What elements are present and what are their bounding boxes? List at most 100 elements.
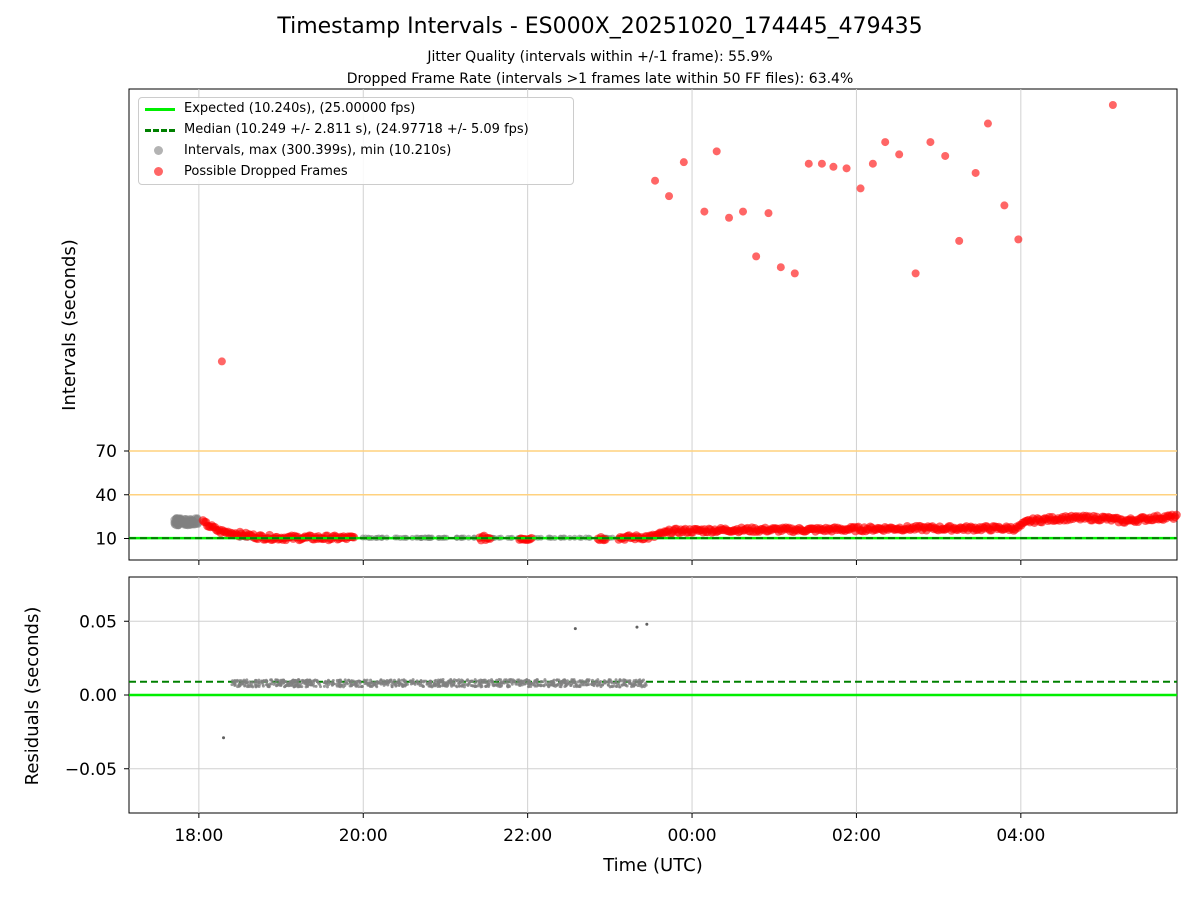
residual-point: [243, 684, 247, 688]
threshold-lines: [129, 450, 1177, 496]
residual-point: [256, 681, 260, 685]
residual-point: [628, 680, 632, 684]
residual-point: [565, 679, 569, 683]
residual-point: [518, 681, 522, 685]
residual-point: [558, 685, 562, 689]
residual-point: [552, 678, 556, 682]
residual-point: [392, 678, 396, 682]
residual-point: [339, 684, 343, 688]
dropped-frame-outlier: [941, 151, 950, 160]
residual-point: [322, 684, 326, 688]
dropped-frame-outlier: [712, 147, 721, 156]
residual-point: [306, 681, 310, 685]
residual-point: [559, 681, 563, 685]
residual-point: [325, 685, 329, 689]
residual-point: [445, 684, 449, 688]
residual-point: [257, 678, 261, 682]
dropped-frame-outlier: [804, 159, 813, 168]
residual-point: [266, 684, 270, 688]
residual-point: [458, 684, 462, 688]
residual-point: [288, 680, 292, 684]
residual-point: [253, 678, 257, 682]
residual-point: [391, 681, 395, 685]
dropped-frame-outlier: [665, 192, 674, 201]
time-x-ticks: 18:00 20:00 22:00 00:00 02:00 04:00: [174, 813, 1045, 846]
dropped-frame-outlier: [926, 138, 935, 147]
residual-point: [422, 684, 426, 688]
residual-point: [639, 682, 643, 686]
residual-reference-lines: [129, 680, 1177, 697]
residual-point: [494, 683, 498, 687]
residual-point: [541, 684, 545, 688]
y-tick-label: 70: [95, 442, 117, 462]
residual-point: [243, 679, 247, 683]
residual-point: [250, 680, 254, 684]
intervals-y-label: Intervals (seconds): [59, 239, 80, 411]
residual-point: [480, 685, 484, 689]
residual-point: [445, 682, 449, 686]
residual-point: [308, 678, 312, 682]
residual-point: [369, 678, 373, 682]
residual-point: [358, 680, 362, 684]
residual-point: [402, 678, 406, 682]
residual-point: [454, 684, 458, 688]
dropped-frame-outlier: [868, 159, 877, 168]
y-tick-label: 0.05: [79, 612, 117, 632]
residual-point: [489, 679, 493, 683]
dropped-frame-outlier: [700, 207, 709, 216]
residual-point: [297, 685, 301, 689]
residual-point: [233, 679, 237, 683]
x-tick-label: 20:00: [339, 826, 388, 846]
residual-point: [372, 682, 376, 686]
residual-point: [347, 678, 351, 682]
residual-point: [541, 680, 545, 684]
dropped-frame-rate-subtitle: Dropped Frame Rate (intervals >1 frames …: [346, 71, 854, 87]
legend-dropped: Possible Dropped Frames: [139, 162, 573, 182]
residual-point: [452, 681, 456, 685]
time-x-label: Time (UTC): [602, 855, 703, 876]
residual-point: [495, 678, 499, 682]
residual-point: [523, 682, 527, 686]
residual-point: [471, 684, 475, 688]
residual-point: [615, 685, 619, 689]
residual-point: [425, 682, 429, 686]
residual-point: [464, 683, 468, 687]
residual-point: [484, 684, 488, 688]
residual-point: [520, 683, 524, 687]
residual-point: [478, 680, 482, 684]
residual-point: [623, 678, 627, 682]
residual-point: [638, 678, 642, 682]
residual-point: [324, 679, 328, 683]
residual-point: [473, 678, 477, 682]
residual-point: [610, 681, 614, 685]
median-line-swatch: [145, 129, 175, 132]
residual-point: [546, 681, 550, 685]
residual-point: [636, 684, 640, 688]
residual-point: [473, 681, 477, 685]
residual-outlier: [635, 625, 639, 629]
dropped-frame-outlier: [752, 252, 761, 261]
residual-point: [253, 681, 257, 685]
residual-point: [508, 680, 512, 684]
residual-point: [527, 682, 531, 686]
residual-outlier: [573, 627, 577, 631]
residual-point: [634, 678, 638, 682]
residual-point: [506, 684, 510, 688]
residual-point: [359, 685, 363, 689]
residual-point: [582, 683, 586, 687]
dropped-frame-outlier: [842, 164, 851, 173]
residual-point: [438, 684, 442, 688]
residual-point: [613, 681, 617, 685]
residual-point: [390, 684, 394, 688]
intervals-marker-swatch: [154, 146, 163, 155]
residuals-panel: −0.05 0.00 0.05 18:00 20:00 22:00 00:00 02:00 0…: [22, 576, 1178, 876]
residual-point: [509, 678, 513, 682]
y-tick-label: 0.00: [79, 686, 117, 706]
residual-point: [585, 678, 589, 682]
residual-point: [620, 683, 624, 687]
residual-point: [348, 681, 352, 685]
residual-point: [432, 681, 436, 685]
legend-intervals-label: Intervals, max (300.399s), min (10.210s): [184, 143, 452, 158]
dropped-frame-outlier: [679, 158, 688, 167]
residual-point: [419, 679, 423, 683]
